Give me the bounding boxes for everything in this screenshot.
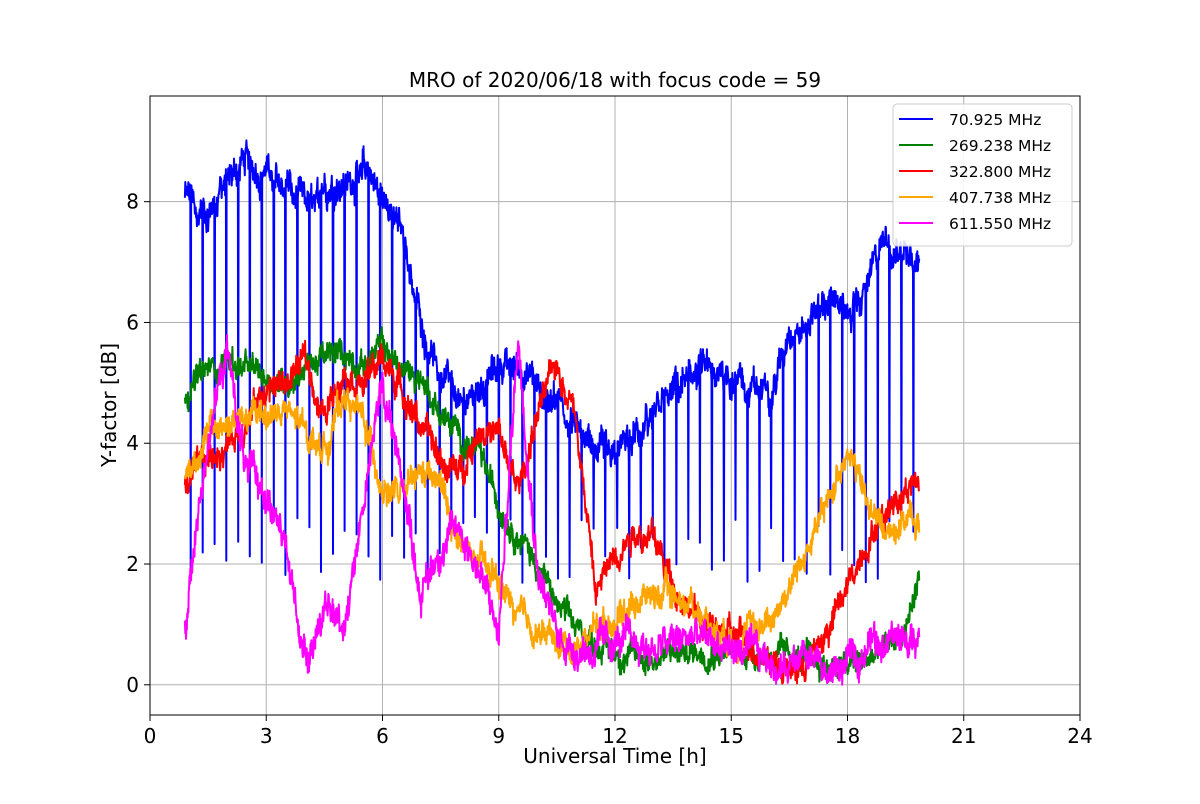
x-tick-label: 12 — [602, 724, 627, 748]
legend-label-1: 269.238 MHz — [949, 137, 1051, 155]
x-tick-label: 6 — [376, 724, 389, 748]
legend: 70.925 MHz 269.238 MHz 322.800 MHz 407.738 … — [892, 103, 1073, 247]
series-line-2 — [183, 339, 921, 685]
x-axis-label: Universal Time [h] — [523, 744, 706, 768]
legend-label-3: 407.738 MHz — [949, 189, 1051, 207]
legend-label-0: 70.925 MHz — [949, 111, 1041, 129]
x-tick-label: 0 — [144, 724, 157, 748]
chart-title: MRO of 2020/06/18 with focus code = 59 — [409, 68, 821, 92]
y-tick-label: 8 — [126, 190, 139, 214]
x-tick-label: 18 — [835, 724, 860, 748]
y-tick-label: 4 — [126, 431, 139, 455]
legend-label-2: 322.800 MHz — [949, 163, 1051, 181]
x-tick-label: 9 — [492, 724, 505, 748]
x-tick-label: 21 — [951, 724, 976, 748]
legend-box — [892, 103, 1073, 247]
x-tick-label: 15 — [719, 724, 744, 748]
y-tick-label: 0 — [126, 673, 139, 697]
series-line-0 — [183, 139, 921, 587]
x-tick-label: 24 — [1067, 724, 1092, 748]
series-line-3 — [184, 387, 921, 666]
y-axis-label: Y-factor [dB] — [97, 343, 121, 468]
x-tick-label: 3 — [260, 724, 273, 748]
series-line-4 — [183, 334, 921, 686]
y-tick-label: 2 — [126, 552, 139, 576]
legend-label-4: 611.550 MHz — [949, 215, 1051, 233]
series-layer — [183, 139, 921, 686]
y-tick-label: 6 — [126, 310, 139, 334]
